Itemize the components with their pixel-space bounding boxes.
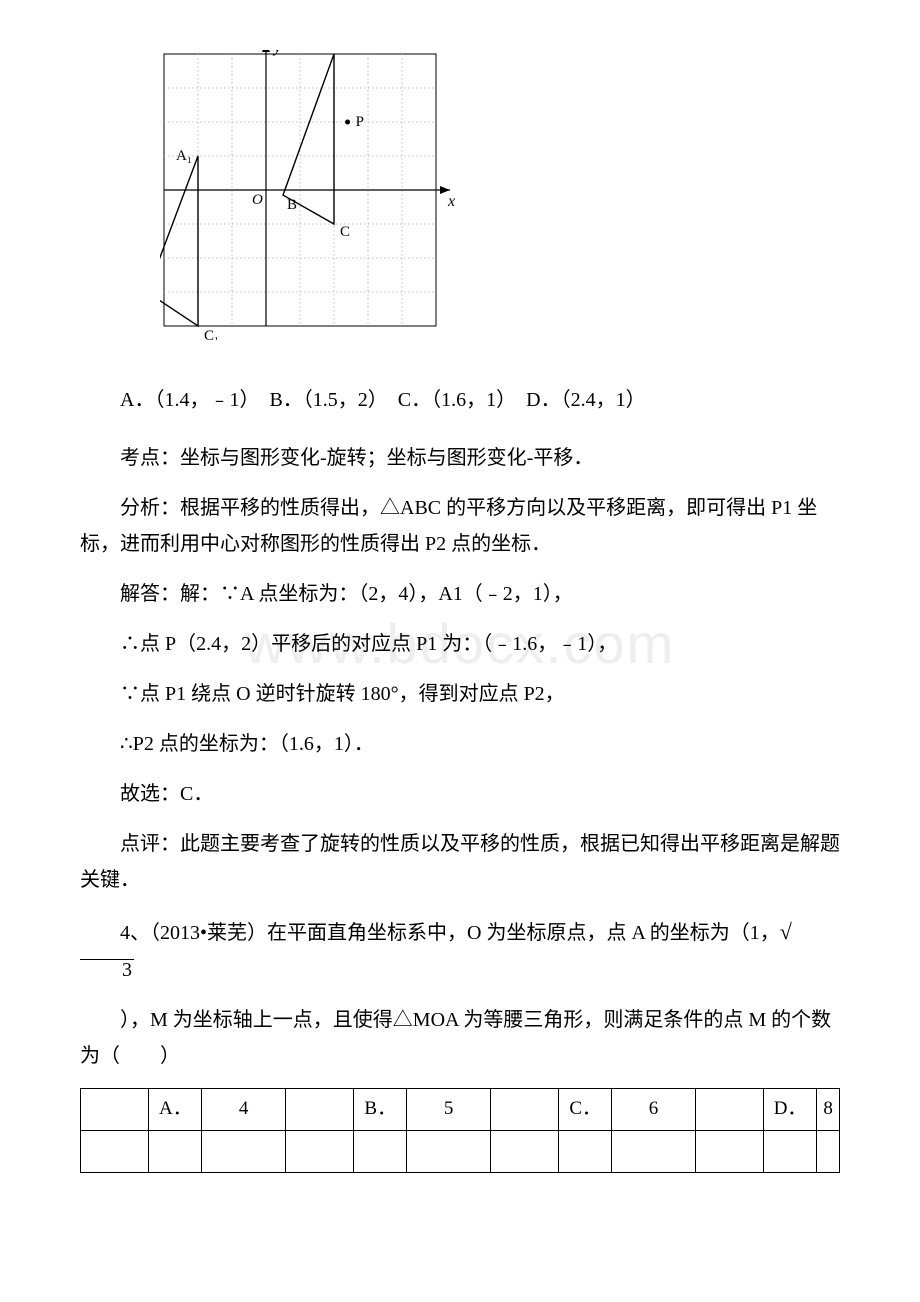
table-cell: 6 bbox=[612, 1088, 695, 1130]
svg-text:B: B bbox=[287, 197, 297, 213]
table-cell: B． bbox=[354, 1088, 407, 1130]
option-c: C．（1.6，1） bbox=[398, 389, 516, 411]
table-cell: 4 bbox=[202, 1088, 285, 1130]
table-cell: D． bbox=[764, 1088, 817, 1130]
jieda-line-3: ∵点 P1 绕点 O 逆时针旋转 180°，得到对应点 P2， bbox=[80, 676, 840, 712]
table-cell bbox=[559, 1130, 612, 1172]
q4-sqrt-radicand: 3 bbox=[80, 959, 134, 980]
table-cell bbox=[817, 1130, 840, 1172]
question-4-text-cont: ），M 为坐标轴上一点，且使得△MOA 为等腰三角形，则满足条件的点 M 的个数… bbox=[80, 1002, 840, 1074]
question-4-options-table: A．4 B．5 C．6 D．8 bbox=[80, 1088, 840, 1173]
q4-text-part1: 4、（2013•莱芜）在平面直角坐标系中，O 为坐标原点，点 A 的坐标为（1， bbox=[120, 922, 780, 944]
table-cell: 5 bbox=[407, 1088, 490, 1130]
fenxi-paragraph: 分析：根据平移的性质得出，△ABC 的平移方向以及平移距离，即可得出 P1 坐标… bbox=[80, 490, 840, 562]
table-cell bbox=[81, 1130, 149, 1172]
answer-options-line: A．（1.4，﹣1） B．（1.5，2） C．（1.6，1） D．（2.4，1） bbox=[80, 382, 840, 418]
table-cell bbox=[490, 1130, 558, 1172]
table-cell bbox=[764, 1130, 817, 1172]
table-cell bbox=[407, 1130, 490, 1172]
dianping-paragraph: 点评：此题主要考查了旋转的性质以及平移的性质，根据已知得出平移距离是解题关键． bbox=[80, 826, 840, 898]
table-cell: 8 bbox=[817, 1088, 840, 1130]
table-cell bbox=[285, 1088, 353, 1130]
jieda-line-1: 解答：解：∵A 点坐标为：（2，4），A1（﹣2，1）， bbox=[80, 576, 840, 612]
option-b: B．（1.5，2） bbox=[269, 389, 387, 411]
option-d: D．（2.4，1） bbox=[526, 389, 645, 411]
table-cell bbox=[81, 1088, 149, 1130]
table-cell bbox=[149, 1130, 202, 1172]
table-cell bbox=[354, 1130, 407, 1172]
svg-text:A₁: A₁ bbox=[176, 148, 192, 164]
table-cell bbox=[202, 1130, 285, 1172]
jieda-line-4: ∴P2 点的坐标为：（1.6，1）． bbox=[80, 726, 840, 762]
svg-text:x: x bbox=[447, 193, 455, 210]
coordinate-figure: xyOABCPA₁B₁C₁ bbox=[160, 50, 840, 352]
svg-text:O: O bbox=[252, 192, 263, 208]
svg-text:P: P bbox=[356, 114, 364, 130]
svg-text:C₁: C₁ bbox=[204, 328, 219, 340]
table-cell bbox=[695, 1130, 763, 1172]
question-4-text: 4、（2013•莱芜）在平面直角坐标系中，O 为坐标原点，点 A 的坐标为（1，… bbox=[80, 912, 840, 988]
guxuan-line: 故选：C． bbox=[80, 776, 840, 812]
table-cell bbox=[490, 1088, 558, 1130]
table-cell: C． bbox=[559, 1088, 612, 1130]
kaodian-paragraph: 考点：坐标与图形变化-旋转；坐标与图形变化-平移． bbox=[80, 440, 840, 476]
option-a: A．（1.4，﹣1） bbox=[120, 389, 259, 411]
table-cell bbox=[695, 1088, 763, 1130]
svg-text:A: A bbox=[340, 50, 351, 54]
table-cell bbox=[285, 1130, 353, 1172]
table-cell: A． bbox=[149, 1088, 202, 1130]
jieda-line-2: ∴点 P（2.4，2）平移后的对应点 P1 为：（﹣1.6，﹣1）， bbox=[80, 626, 840, 662]
svg-text:y: y bbox=[272, 50, 282, 56]
table-cell bbox=[612, 1130, 695, 1172]
svg-text:C: C bbox=[340, 224, 350, 240]
